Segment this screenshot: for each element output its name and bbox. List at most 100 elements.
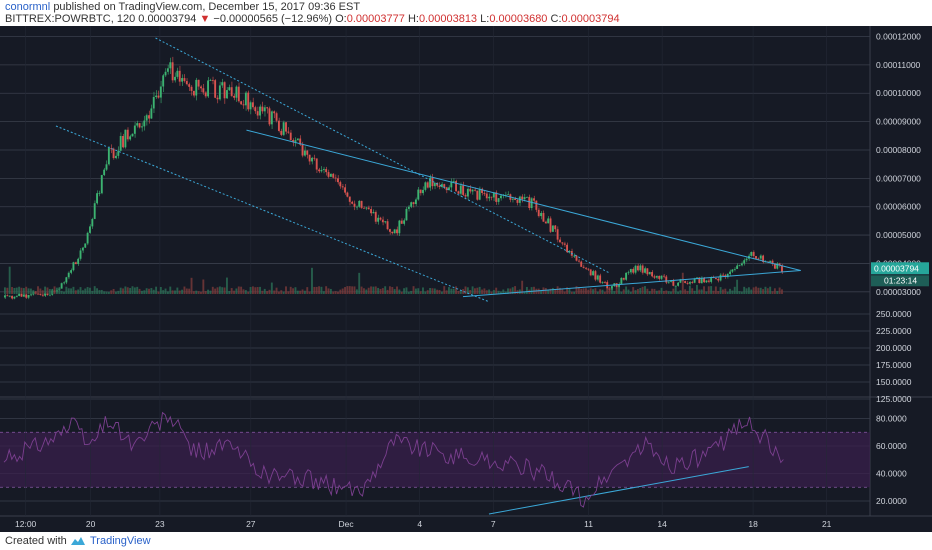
candle [112, 148, 115, 159]
volume-bar [573, 291, 576, 294]
candle [755, 256, 757, 259]
volume-bar [540, 290, 543, 294]
candle [585, 267, 587, 269]
candle [474, 189, 476, 191]
volume-bar [599, 289, 602, 294]
volume-bar [169, 286, 172, 294]
volume-bar [452, 288, 455, 294]
high-label: H: [407, 13, 419, 25]
volume-bar [457, 291, 460, 294]
volume-bar [282, 291, 285, 294]
candle [70, 270, 73, 273]
candle [185, 81, 188, 85]
candle [197, 79, 200, 87]
volume-bar [587, 289, 590, 294]
candle [301, 144, 304, 156]
volume-bar [221, 287, 224, 294]
volume-bar [530, 287, 533, 294]
candle [511, 198, 514, 200]
volume-bar [478, 286, 481, 294]
candle [117, 150, 120, 156]
volume-bar [655, 290, 658, 294]
candle [372, 212, 375, 214]
candle [497, 198, 500, 202]
rsi-tick-label: 20.0000 [876, 496, 907, 506]
candle [365, 207, 368, 209]
time-tick-label: Dec [339, 519, 355, 529]
candle [485, 193, 488, 199]
volume-bar [178, 290, 181, 294]
price-tick-label: 0.00009000 [876, 117, 921, 127]
rsi-tick-label: 60.0000 [876, 441, 907, 451]
volume-bar [204, 291, 207, 294]
candle [166, 68, 169, 72]
candle [299, 138, 302, 145]
candle [653, 276, 656, 278]
volume-bar [752, 287, 755, 294]
volume-bar [254, 287, 257, 294]
volume-bar [563, 291, 566, 294]
volume-bar [287, 291, 290, 294]
volume-bar [721, 289, 724, 294]
trend-channel-lower [55, 125, 490, 303]
candle [4, 295, 6, 298]
candle [528, 196, 531, 209]
volume-bar [119, 287, 122, 294]
volume-bar [93, 286, 96, 294]
volume-bar [308, 291, 311, 294]
candle [136, 123, 139, 126]
chart-canvas[interactable]: 0.00012000 0.00011000 0.00010000 0.00009000… [0, 26, 932, 532]
candle [667, 281, 670, 283]
volume-bar [764, 286, 767, 294]
volume-bar [422, 287, 424, 294]
volume-bar [745, 288, 748, 294]
candle [240, 101, 243, 105]
candle [577, 260, 580, 262]
volume-bar [514, 286, 517, 294]
volume-bar [429, 288, 432, 294]
volume-bar [594, 288, 597, 294]
candle [251, 102, 254, 108]
volume-bar [462, 289, 465, 294]
volume-bar [143, 290, 146, 294]
price-tick-label: 0.00003000 [876, 287, 921, 297]
low-label: L: [480, 13, 490, 25]
volume-bar [419, 291, 422, 294]
candle [540, 212, 543, 217]
volume-bar [670, 291, 672, 294]
volume-bar [91, 290, 94, 294]
candle [537, 209, 540, 217]
volume-bar [74, 290, 77, 294]
open-label: O: [335, 13, 347, 25]
chart-area[interactable]: 0.00012000 0.00011000 0.00010000 0.00009000… [0, 26, 932, 532]
tradingview-link[interactable]: TradingView [90, 535, 151, 547]
candle [277, 120, 280, 131]
volume-bar [115, 291, 117, 294]
candle [171, 62, 174, 81]
volume-bar [431, 288, 434, 294]
volume-bar [731, 290, 734, 294]
time-tick-label: 4 [417, 519, 422, 529]
author-link[interactable]: conormnl [5, 1, 51, 13]
volume-bar [521, 280, 524, 294]
candle [592, 271, 594, 276]
volume-bar [259, 286, 261, 294]
candle [542, 212, 545, 222]
volume-bar [112, 288, 115, 294]
volume-bar [192, 291, 195, 294]
volume-bar [280, 290, 283, 294]
candle [230, 87, 233, 96]
volume-bar [388, 286, 391, 294]
candle [72, 262, 75, 271]
candle [443, 184, 446, 188]
volume-bar [110, 290, 113, 294]
candle [329, 173, 332, 177]
time-tick-label: 7 [491, 519, 496, 529]
candle [11, 295, 13, 299]
volume-bar [634, 290, 637, 294]
countdown-tag [871, 275, 929, 287]
volume-bar [251, 286, 254, 294]
volume-bar [13, 287, 16, 294]
volume-bar [729, 288, 731, 294]
candle [379, 217, 382, 220]
